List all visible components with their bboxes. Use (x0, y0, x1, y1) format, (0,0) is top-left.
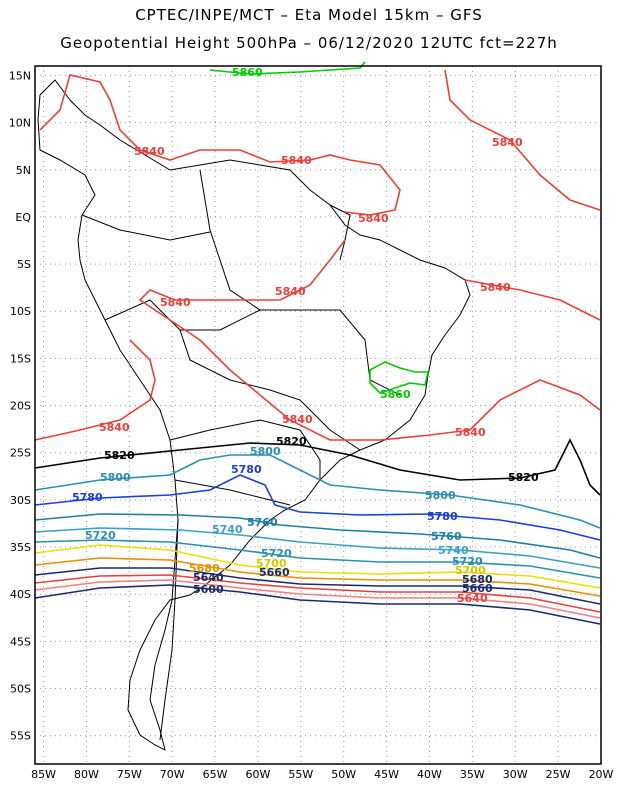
label-5720-a: 5720 (85, 529, 116, 542)
label-5720-c: 5720 (452, 555, 483, 568)
lon-tick-label: 50W (331, 768, 356, 781)
label-5800-a: 5800 (100, 471, 131, 484)
contour-5800-line (34, 454, 601, 529)
lat-tick-label: 45S (10, 635, 31, 648)
lon-tick-label: 70W (160, 768, 185, 781)
label-5660-a: 5660 (259, 566, 290, 579)
label-5780-c: 5780 (427, 510, 458, 523)
lon-tick-label: 60W (246, 768, 271, 781)
lon-tick-label: 55W (288, 768, 313, 781)
label-5740-a: 5740 (212, 523, 243, 536)
map-title-line2: Geopotential Height 500hPa – 06/12/2020 … (60, 34, 558, 52)
label-5800-c: 5800 (425, 489, 456, 502)
label-5660-b: 5660 (462, 582, 493, 595)
lat-tick-label: 55S (10, 730, 31, 743)
lat-tick-label: EQ (15, 211, 31, 224)
label-5840-i: 5840 (282, 413, 313, 426)
label-5820-b: 5820 (276, 435, 307, 448)
contour-5700-line (34, 544, 601, 589)
lon-tick-label: 80W (74, 768, 99, 781)
lat-tick-label: 20S (10, 400, 31, 413)
label-5840-j: 5840 (455, 426, 486, 439)
lon-tick-label: 20W (589, 768, 614, 781)
label-5740-b: 5740 (438, 544, 469, 557)
label-5720-b: 5720 (261, 547, 292, 560)
contour-5820-line (34, 438, 601, 496)
contour-5760-line (34, 513, 601, 559)
lon-tick-label: 85W (31, 768, 56, 781)
label-5840-c: 5840 (492, 136, 523, 149)
label-5820-c: 5820 (508, 471, 539, 484)
lon-tick-label: 25W (546, 768, 571, 781)
label-5700-a: 5700 (256, 557, 287, 570)
contour-5860-line (369, 361, 430, 394)
map-frame (34, 65, 602, 765)
contour-5840-line-se (464, 279, 601, 321)
contour-5640-line (34, 574, 601, 613)
label-5680-a: 5680 (189, 562, 220, 575)
contour-5840-line-central (138, 239, 601, 441)
label-5840-e: 5840 (275, 285, 306, 298)
label-5840-g: 5840 (480, 281, 511, 294)
lat-tick-label: 35S (10, 541, 31, 554)
grid-lines (35, 66, 602, 764)
lon-tick-label: 65W (203, 768, 228, 781)
lat-tick-label: 15N (9, 69, 31, 82)
label-5760-b: 5760 (431, 530, 462, 543)
label-5680-b: 5680 (462, 573, 493, 586)
contour-5840-line-north (39, 74, 401, 216)
axis-ticks: 15N 10N 5N EQ 5S 10S 15S 20S 25S 30S 35S 40S 45S 50S 5… (9, 69, 614, 781)
label-5840-h: 5840 (99, 421, 130, 434)
contour-5780-line (34, 474, 601, 541)
lat-tick-label: 10S (10, 305, 31, 318)
contour-5740-line (34, 527, 601, 569)
label-5860-top: 5860 (232, 66, 263, 79)
lat-tick-label: 40S (10, 588, 31, 601)
label-5840-d: 5840 (358, 212, 389, 225)
label-5640-a: 5640 (193, 571, 224, 584)
contour-5680-line (34, 557, 601, 597)
lon-tick-label: 30W (503, 768, 528, 781)
contour-5840-line-east (444, 69, 601, 211)
lat-tick-label: 50S (10, 683, 31, 696)
label-5780-b: 5780 (231, 463, 262, 476)
label-5600-a: 5600 (193, 583, 224, 596)
lat-tick-label: 10N (9, 117, 31, 130)
map-title-line1: CPTEC/INPE/MCT – Eta Model 15km – GFS (135, 6, 483, 24)
label-5780-a: 5780 (72, 491, 103, 504)
label-5700-b: 5700 (455, 564, 486, 577)
lon-tick-label: 75W (117, 768, 142, 781)
height-contours (34, 61, 601, 625)
label-5840-f: 5840 (160, 296, 191, 309)
lon-tick-label: 45W (374, 768, 399, 781)
coastline (37, 79, 471, 751)
label-5840-b: 5840 (281, 154, 312, 167)
label-5760-a: 5760 (247, 516, 278, 529)
lat-tick-label: 5S (17, 258, 31, 271)
label-5860-brazil: 5860 (380, 388, 411, 401)
lat-tick-label: 30S (10, 494, 31, 507)
label-5800-b: 5800 (250, 445, 281, 458)
contour-5840-line-west (34, 339, 156, 441)
label-5840-a: 5840 (134, 145, 165, 158)
lon-tick-label: 35W (460, 768, 485, 781)
label-5640-b: 5640 (457, 592, 488, 605)
lat-tick-label: 5N (16, 164, 31, 177)
label-5820-a: 5820 (104, 449, 135, 462)
contour-5600-line (34, 584, 601, 625)
contour-labels: 5860 5860 5840 5840 5840 5840 5840 5840 … (72, 66, 539, 605)
contour-5660-line (34, 567, 601, 605)
lat-tick-label: 15S (10, 352, 31, 365)
contour-5620-line (34, 579, 601, 619)
lat-tick-label: 25S (10, 447, 31, 460)
contour-5720-line (34, 539, 601, 579)
lon-tick-label: 40W (417, 768, 442, 781)
